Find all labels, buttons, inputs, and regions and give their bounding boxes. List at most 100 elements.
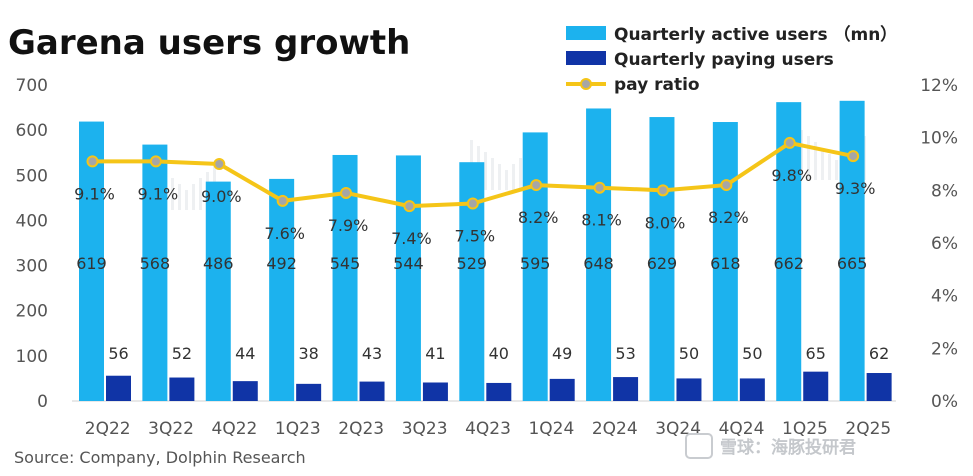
paying-users-bar (739, 378, 765, 401)
legend-swatch-active-users (566, 26, 606, 40)
legend-label-paying-users: Quarterly paying users (614, 50, 834, 70)
paying-users-value-label: 56 (108, 344, 128, 363)
pay-ratio-point (340, 186, 353, 199)
pay-ratio-point (593, 181, 606, 194)
active-users-value-label: 619 (76, 254, 107, 273)
active-users-value-label: 648 (583, 254, 614, 273)
paying-users-value-label: 41 (425, 344, 445, 363)
background-watermarks (150, 130, 866, 210)
left-axis-tick: 600 (16, 121, 48, 141)
watermark-logo: 雪球：海豚投研君 (685, 433, 856, 459)
pay-ratio-point (656, 184, 669, 197)
watermark-mark (185, 190, 188, 210)
right-axis: 0% 2% 4% 6% 8% 10% 12% (920, 76, 958, 412)
paying-users-bar (106, 375, 131, 401)
left-axis-tick: 100 (16, 347, 48, 367)
left-axis-tick: 0 (37, 392, 48, 412)
pay-ratio-point (466, 197, 479, 210)
x-axis-categories: 2Q22 3Q22 4Q22 1Q23 2Q23 3Q23 4Q23 1Q24 2Q24 3Q24… (85, 419, 891, 439)
paying-users-value-label: 43 (362, 344, 382, 363)
active-users-value-label: 595 (520, 254, 551, 273)
active-users-bar (79, 121, 104, 402)
right-axis-tick: 8% (931, 181, 958, 201)
active-users-value-label: 544 (393, 254, 424, 273)
pay-ratio-label: 7.5% (454, 227, 495, 246)
x-axis-category: 1Q23 (275, 419, 321, 439)
paying-users-bar (549, 378, 575, 401)
pay-ratio-label: 9.3% (835, 179, 876, 198)
watermark-mark (821, 148, 824, 180)
x-axis-category: 3Q22 (148, 419, 194, 439)
paying-users-value-label: 40 (489, 344, 509, 363)
pay-ratio-label: 8.2% (518, 208, 559, 227)
left-axis-tick: 400 (16, 211, 48, 231)
right-axis-tick: 2% (931, 339, 958, 359)
active-users-value-label: 618 (710, 254, 741, 273)
x-axis-category: 2Q23 (338, 419, 384, 439)
active-users-value-label: 529 (457, 254, 488, 273)
watermark-mark (178, 184, 181, 210)
watermark-mark (171, 178, 174, 210)
watermark-mark (807, 136, 810, 180)
paying-users-value-label: 62 (869, 344, 889, 363)
pay-ratio-point (276, 194, 289, 207)
watermark-logo-text: 雪球：海豚投研君 (720, 437, 856, 458)
pay-ratio-point (720, 179, 733, 192)
pay-ratio-label: 9.1% (74, 184, 115, 203)
paying-users-bar (676, 378, 702, 401)
pay-ratio-point (847, 150, 860, 163)
pay-ratio-label: 8.1% (581, 211, 622, 230)
pay-ratio-label: 7.6% (264, 224, 305, 243)
watermark-mark (199, 178, 202, 210)
pay-ratio-label: 8.0% (645, 213, 686, 232)
pay-ratio-label: 8.2% (708, 208, 749, 227)
paying-users-bar (232, 381, 258, 401)
active-users-value-label: 662 (773, 254, 804, 273)
active-users-bar (839, 100, 865, 402)
legend: Quarterly active users （mn） Quarterly pa… (566, 24, 897, 95)
right-axis-tick: 0% (931, 392, 958, 412)
pay-ratio-label: 9.0% (201, 187, 242, 206)
active-users-value-label: 486 (203, 254, 234, 273)
left-axis-tick: 500 (16, 166, 48, 186)
paying-users-bar (169, 377, 195, 401)
active-users-bar (205, 181, 231, 401)
pay-ratio-label: 7.4% (391, 229, 432, 248)
x-axis-category: 4Q23 (465, 419, 511, 439)
active-users-value-label: 665 (837, 254, 868, 273)
pay-ratio-point (86, 155, 99, 168)
right-axis-tick: 10% (920, 129, 958, 149)
pay-ratio-point (783, 136, 796, 149)
watermark-mark (498, 164, 501, 190)
active-users-bar (522, 132, 548, 401)
legend-label-active-users: Quarterly active users （mn） (614, 24, 897, 45)
x-axis-category: 4Q24 (719, 419, 765, 439)
paying-users-value-label: 53 (615, 344, 635, 363)
left-axis-tick: 700 (16, 76, 48, 96)
watermark-mark (192, 184, 195, 210)
pay-ratio-label: 9.8% (771, 166, 812, 185)
active-users-bar (649, 117, 675, 402)
x-axis-category: 3Q23 (402, 419, 448, 439)
watermark-mark (491, 158, 494, 190)
bars (79, 100, 892, 402)
paying-users-value-label: 44 (235, 344, 255, 363)
source-note: Source: Company, Dolphin Research (14, 448, 306, 467)
x-axis-category: 3Q24 (655, 419, 701, 439)
right-axis-tick: 4% (931, 287, 958, 307)
paying-users-value-label: 65 (806, 344, 826, 363)
right-axis-tick: 6% (931, 234, 958, 254)
paying-users-bar (803, 371, 829, 401)
pay-ratio-label: 9.1% (138, 184, 179, 203)
watermark-mark (505, 170, 508, 190)
x-axis-category: 2Q24 (592, 419, 638, 439)
active-users-bar (395, 155, 421, 401)
x-axis-category: 2Q22 (85, 419, 131, 439)
watermark-mark (814, 142, 817, 180)
watermark-mark (835, 160, 838, 180)
x-axis-category: 2Q25 (845, 419, 891, 439)
left-axis-tick: 300 (16, 257, 48, 277)
active-users-value-label: 492 (266, 254, 297, 273)
active-users-value-label: 568 (140, 254, 171, 273)
